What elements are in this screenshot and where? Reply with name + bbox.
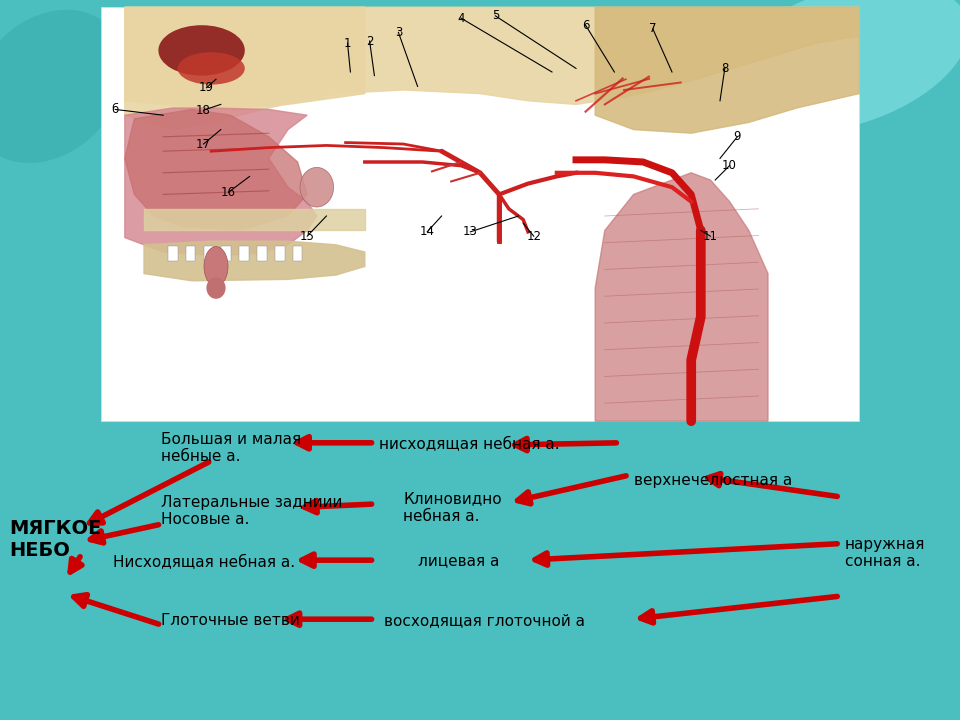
Text: 8: 8 — [721, 62, 729, 75]
Bar — [168, 246, 178, 261]
Text: 2: 2 — [366, 35, 373, 48]
Ellipse shape — [300, 168, 334, 207]
Text: 18: 18 — [196, 104, 211, 117]
Text: 5: 5 — [492, 9, 499, 22]
Polygon shape — [144, 209, 365, 230]
Text: 6: 6 — [582, 19, 589, 32]
Text: 13: 13 — [463, 225, 478, 238]
Text: Клиновидно
небная а.: Клиновидно небная а. — [403, 492, 502, 524]
Polygon shape — [595, 7, 859, 133]
Bar — [293, 246, 302, 261]
Polygon shape — [125, 7, 859, 130]
Bar — [186, 246, 196, 261]
Text: восходящая глоточной а: восходящая глоточной а — [384, 613, 585, 628]
Text: Глоточные ветви: Глоточные ветви — [161, 613, 300, 628]
Bar — [257, 246, 267, 261]
Polygon shape — [144, 241, 365, 281]
Ellipse shape — [0, 9, 125, 163]
Bar — [239, 246, 249, 261]
Text: 7: 7 — [649, 22, 657, 35]
Text: верхнечелюстная а: верхнечелюстная а — [634, 474, 792, 488]
Text: 1: 1 — [344, 37, 351, 50]
Text: 3: 3 — [395, 26, 402, 39]
Text: 11: 11 — [703, 230, 718, 243]
Text: 17: 17 — [196, 138, 211, 150]
Bar — [222, 246, 231, 261]
Bar — [204, 246, 213, 261]
Ellipse shape — [206, 277, 226, 299]
Text: лицевая а: лицевая а — [418, 553, 499, 567]
Text: Большая и малая
небные а.: Большая и малая небные а. — [161, 431, 301, 464]
Bar — [101, 7, 859, 421]
Text: Латеральные задниии
Носовые а.: Латеральные задниии Носовые а. — [161, 495, 343, 527]
Polygon shape — [125, 108, 317, 256]
Polygon shape — [595, 173, 768, 421]
Ellipse shape — [204, 246, 228, 286]
Text: 9: 9 — [733, 130, 741, 143]
Text: 14: 14 — [420, 225, 435, 238]
Ellipse shape — [158, 25, 245, 76]
Ellipse shape — [721, 0, 960, 133]
Polygon shape — [125, 109, 307, 230]
Text: 12: 12 — [526, 230, 541, 243]
Text: МЯГКОЕ
НЕБО: МЯГКОЕ НЕБО — [10, 520, 102, 560]
Ellipse shape — [178, 52, 245, 85]
Text: б: б — [111, 103, 119, 116]
Text: наружная
сонная а.: наружная сонная а. — [845, 537, 925, 569]
Text: 15: 15 — [300, 230, 315, 243]
Text: 10: 10 — [722, 159, 737, 172]
Text: 19: 19 — [199, 81, 214, 94]
Bar — [275, 246, 284, 261]
Text: Нисходящая небная а.: Нисходящая небная а. — [113, 556, 296, 570]
Text: нисходящая небная а.: нисходящая небная а. — [379, 438, 560, 452]
Polygon shape — [125, 7, 365, 108]
Text: 4: 4 — [457, 12, 465, 24]
Text: 16: 16 — [221, 186, 236, 199]
